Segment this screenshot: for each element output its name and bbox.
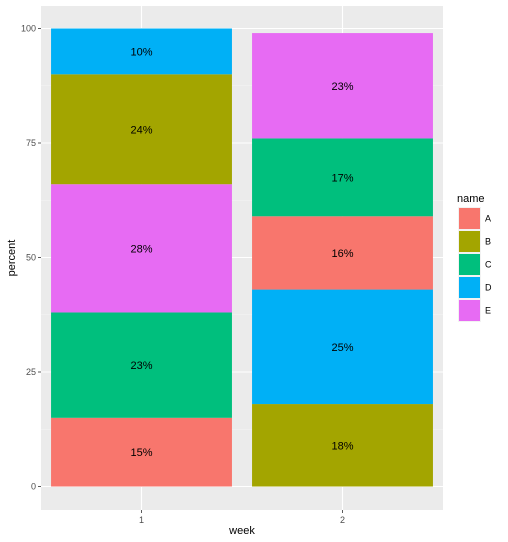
- y-tick-label: 50: [26, 253, 36, 263]
- legend-label-a: A: [485, 214, 491, 224]
- bar-segment-2-d: [252, 289, 433, 405]
- bar-segment-2-c: [252, 138, 433, 217]
- bar-label-2-d: 25%: [331, 342, 353, 354]
- bar-labels: 15% 23% 28% 24% 10% 18% 25% 16% 17% 23%: [130, 46, 353, 459]
- bars: [51, 28, 433, 487]
- x-tick-label: 2: [340, 515, 345, 525]
- bar-segment-2-a: [252, 216, 433, 290]
- bar-label-1-a: 15%: [130, 447, 152, 459]
- x-axis-title: week: [228, 525, 255, 537]
- legend-label-c: C: [485, 260, 492, 270]
- y-axis: 0 25 50 75 100: [21, 24, 41, 492]
- legend-label-d: D: [485, 283, 492, 293]
- x-tick-label: 1: [139, 515, 144, 525]
- bar-label-1-d: 10%: [130, 46, 152, 58]
- bar-segment-1-e: [51, 184, 232, 313]
- legend-label-e: E: [485, 306, 491, 316]
- bar-label-1-b: 24%: [130, 124, 152, 136]
- bar-segment-1-a: [51, 417, 232, 487]
- bar-label-2-c: 17%: [331, 172, 353, 184]
- legend-swatch-b: [459, 231, 480, 252]
- legend: name A B C D E: [457, 193, 492, 322]
- bar-label-1-e: 28%: [130, 243, 152, 255]
- y-tick-label: 25: [26, 367, 36, 377]
- bar-segment-1-c: [51, 312, 232, 418]
- bar-segment-2-e: [252, 33, 433, 139]
- bar-segment-1-b: [51, 74, 232, 185]
- y-tick-label: 75: [26, 138, 36, 148]
- bar-label-2-b: 18%: [331, 440, 353, 452]
- legend-swatch-e: [459, 300, 480, 321]
- legend-label-b: B: [485, 237, 491, 247]
- bar-segment-2-b: [252, 404, 433, 487]
- legend-title: name: [457, 193, 485, 205]
- bar-label-2-e: 23%: [331, 81, 353, 93]
- legend-swatch-c: [459, 254, 480, 275]
- y-tick-label: 0: [31, 482, 36, 492]
- bar-segment-1-d: [51, 28, 232, 75]
- bar-label-1-c: 23%: [130, 360, 152, 372]
- legend-swatch-d: [459, 277, 480, 298]
- y-axis-title: percent: [6, 240, 18, 277]
- y-tick-label: 100: [21, 24, 36, 34]
- legend-swatch-a: [459, 208, 480, 229]
- bar-label-2-a: 16%: [331, 248, 353, 260]
